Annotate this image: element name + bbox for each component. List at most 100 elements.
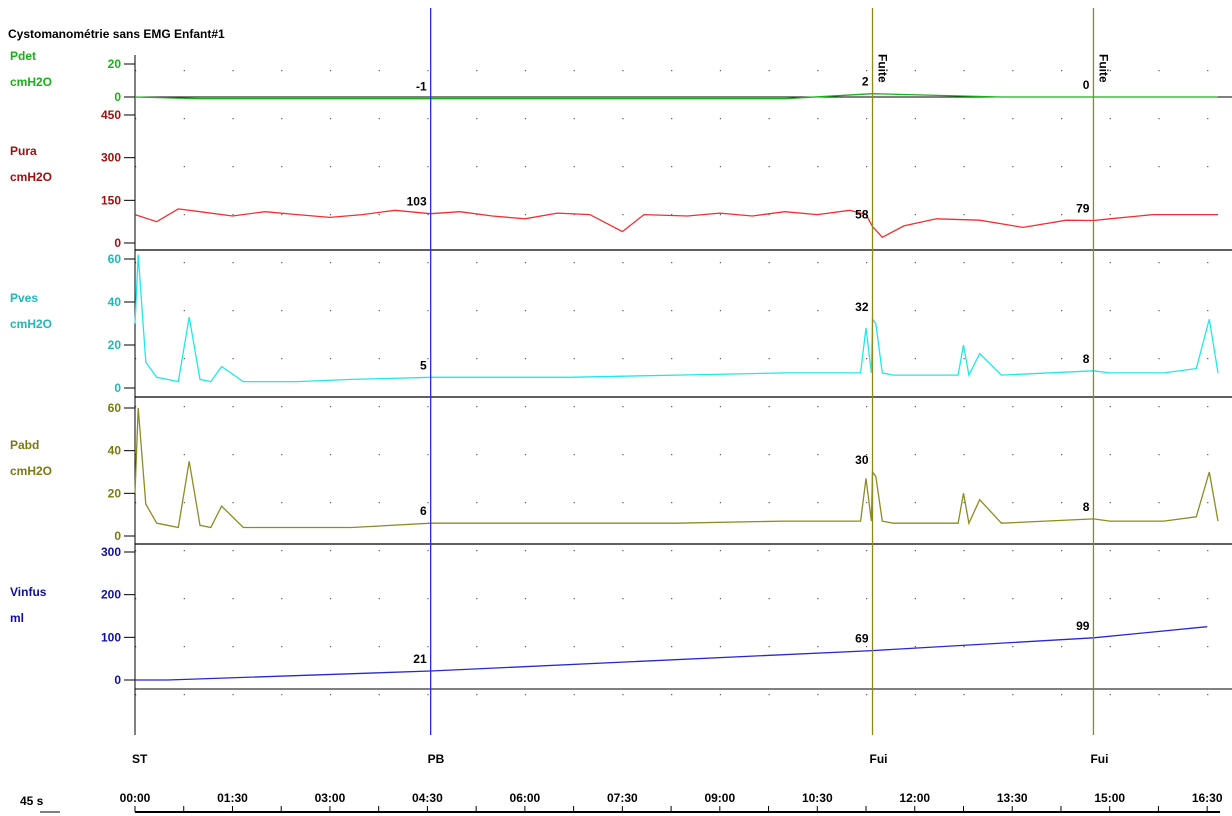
grid-dot xyxy=(573,646,575,648)
grid-dot xyxy=(573,118,575,120)
grid-dot xyxy=(281,262,283,264)
grid-dot xyxy=(719,358,722,360)
grid-dot xyxy=(427,118,429,120)
grid-dot xyxy=(573,454,575,456)
grid-dot xyxy=(1158,262,1160,264)
grid-dot xyxy=(524,214,527,216)
channel-separators xyxy=(134,55,1232,735)
grid-dot xyxy=(329,310,332,312)
grid-dot xyxy=(378,646,380,648)
readout-pdet: -1 xyxy=(416,80,427,94)
grid-dot xyxy=(1012,646,1014,648)
grid-dot xyxy=(671,646,673,648)
readout-vinfus: 21 xyxy=(413,652,427,666)
grid-dot xyxy=(768,310,770,312)
readout-pura: 103 xyxy=(407,195,427,209)
grid-dot xyxy=(476,358,478,360)
grid-dot xyxy=(671,406,673,408)
readout-pdet: 0 xyxy=(1083,78,1090,92)
readout-pves: 8 xyxy=(1083,352,1090,366)
grid-dot xyxy=(135,550,137,552)
grid-dot xyxy=(232,598,234,600)
grid-dot xyxy=(378,694,380,696)
grid-dot xyxy=(1207,358,1209,360)
grid-dot xyxy=(135,454,137,456)
grid-dot xyxy=(914,454,916,456)
time-tick-label: 04:30 xyxy=(412,791,443,805)
grid-dot xyxy=(768,454,770,456)
grid-dot xyxy=(1207,310,1209,312)
grid-dot xyxy=(1109,550,1111,552)
grid-dot xyxy=(866,262,868,264)
readout-pdet: 2 xyxy=(862,75,869,89)
grid-dot xyxy=(817,694,819,696)
grid-dot xyxy=(524,550,527,552)
grid-dot xyxy=(232,118,234,120)
grid-dot xyxy=(135,70,137,72)
grid-dot xyxy=(1207,262,1209,264)
grid-dot xyxy=(329,646,332,648)
grid-dot xyxy=(671,502,673,504)
grid-dot xyxy=(427,694,429,696)
grid-dot xyxy=(573,598,575,600)
grid-dot xyxy=(378,310,380,312)
grid-dot xyxy=(329,406,332,408)
grid-dot xyxy=(1060,262,1063,264)
grid-dot xyxy=(1109,70,1111,72)
grid-dot xyxy=(183,550,185,552)
grid-dot xyxy=(817,646,819,648)
channel-unit-pdet: cmH2O xyxy=(10,75,52,89)
tick-label-pves: 60 xyxy=(108,252,122,266)
grid-dot xyxy=(427,262,429,264)
grid-dot xyxy=(768,70,770,72)
grid-dot xyxy=(135,166,137,168)
grid-dot xyxy=(1060,550,1063,552)
grid-dot xyxy=(671,310,673,312)
grid-dot xyxy=(1207,694,1209,696)
grid-dot xyxy=(378,262,380,264)
grid-dot xyxy=(476,262,478,264)
grid-dot xyxy=(963,550,965,552)
grid-dot xyxy=(232,406,234,408)
grid-dot xyxy=(573,502,575,504)
grid-dot xyxy=(914,550,916,552)
grid-dot xyxy=(866,550,868,552)
tick-label-pabd: 40 xyxy=(108,444,122,458)
event-annotation: Fuite xyxy=(876,54,890,83)
grid-dot xyxy=(1158,358,1160,360)
grid-dot xyxy=(378,598,380,600)
grid-dot xyxy=(768,406,770,408)
grid-dot xyxy=(671,694,673,696)
grid-dot xyxy=(866,502,868,504)
grid-dot xyxy=(281,214,283,216)
grid-dot xyxy=(135,406,137,408)
grid-dot xyxy=(573,694,575,696)
grid-dot xyxy=(135,358,137,360)
grid-dot xyxy=(1158,118,1160,120)
grid-dot xyxy=(866,406,868,408)
grid-dot xyxy=(378,118,380,120)
grid-dot xyxy=(671,166,673,168)
grid-dot xyxy=(622,310,624,312)
grid-dot xyxy=(719,646,722,648)
grid-dot xyxy=(719,694,722,696)
grid-dot xyxy=(476,166,478,168)
grid-dot xyxy=(476,598,478,600)
grid-dot xyxy=(866,358,868,360)
grid-dot xyxy=(1060,358,1063,360)
grid-dot xyxy=(817,166,819,168)
grid-dot xyxy=(232,166,234,168)
grid-dot xyxy=(476,694,478,696)
grid-dot xyxy=(476,406,478,408)
grid-dot xyxy=(866,694,868,696)
grid-dot xyxy=(1109,694,1111,696)
grid-dot xyxy=(817,406,819,408)
readout-pves: 5 xyxy=(420,358,427,372)
grid-dot xyxy=(378,502,380,504)
grid-dot xyxy=(1012,406,1014,408)
tick-label-pves: 0 xyxy=(114,381,121,395)
channel-labels: PdetcmH2O200PuracmH2O4503001500PvescmH2O… xyxy=(10,49,135,687)
grid-dot xyxy=(378,358,380,360)
grid-dot xyxy=(378,406,380,408)
grid-dot xyxy=(1109,214,1111,216)
